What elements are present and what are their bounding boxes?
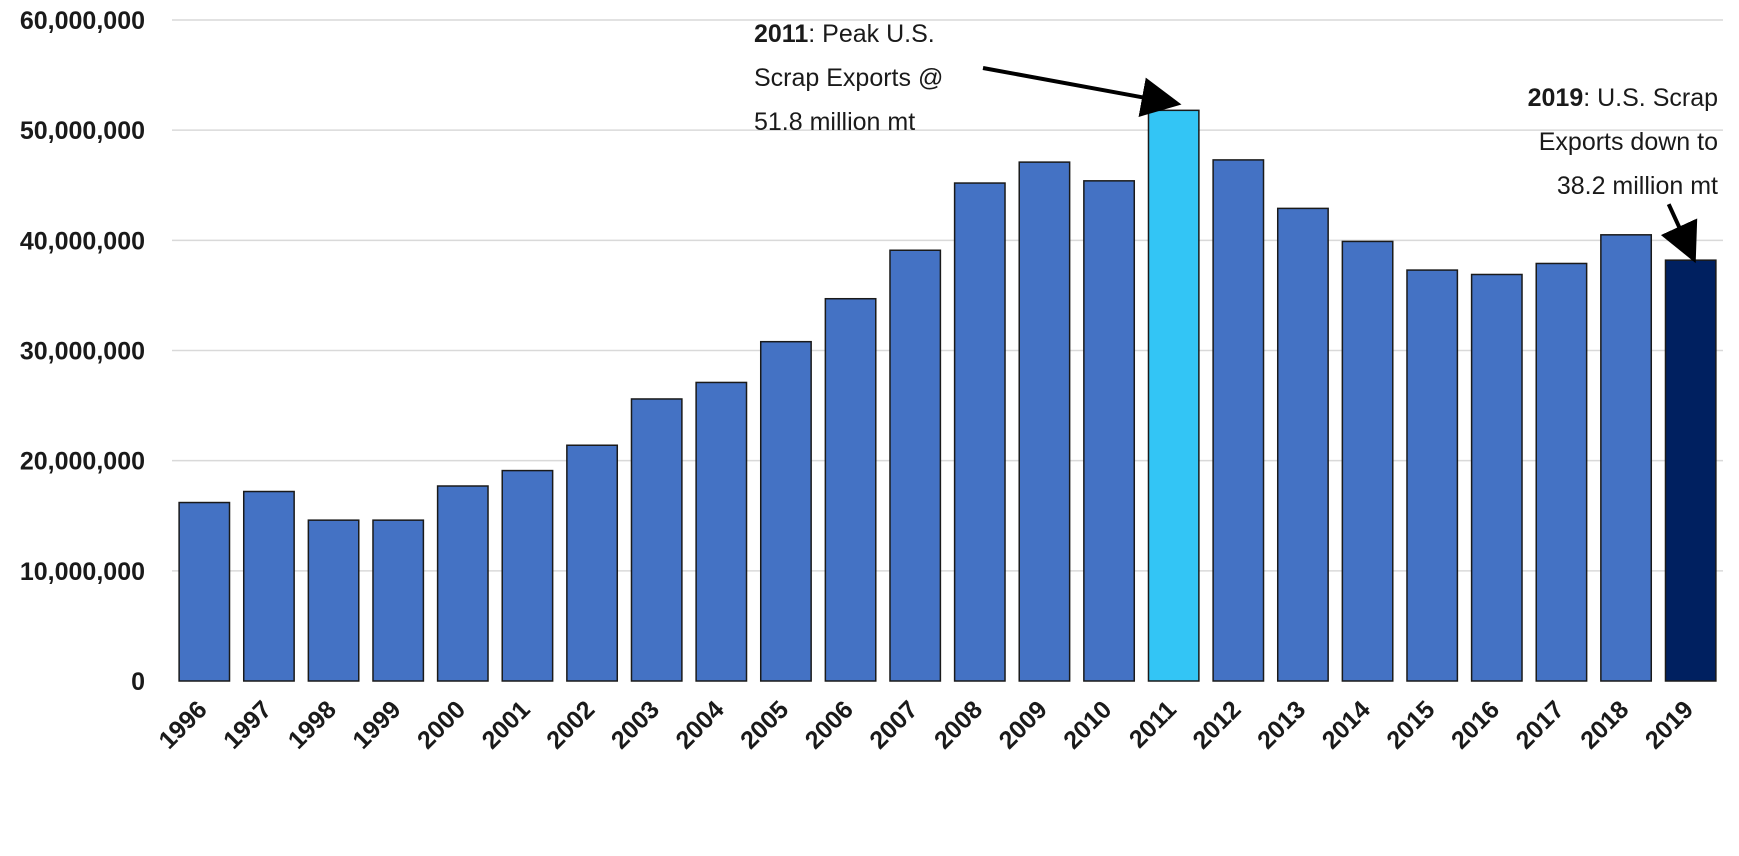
x-tick-label-2004: 2004 bbox=[670, 695, 729, 754]
bar-2006 bbox=[824, 297, 877, 682]
y-tick-label-40-000-000: 40,000,000 bbox=[20, 227, 145, 255]
bar-2004 bbox=[695, 381, 748, 682]
annotation-peak-line-3: 51.8 million mt bbox=[754, 108, 915, 136]
annotation-peak-line-2: Scrap Exports @ bbox=[754, 64, 943, 92]
bar-2000 bbox=[436, 485, 489, 682]
bar-2009 bbox=[1018, 161, 1071, 682]
y-axis: 0 10,000,000 20,000,000 30,000,000 40,000,00… bbox=[20, 7, 145, 696]
annotation-latest-line-3: 38.2 million mt bbox=[1557, 172, 1718, 200]
bar-2005 bbox=[759, 340, 812, 682]
bar-2012 bbox=[1212, 159, 1265, 682]
annotation-peak-2011: 2011: Peak U.S. Scrap Exports @ 51.8 milli… bbox=[754, 20, 943, 136]
x-tick-label-2007: 2007 bbox=[864, 695, 923, 754]
x-tick-label-1999: 1999 bbox=[347, 695, 406, 754]
x-tick-label-2012: 2012 bbox=[1187, 695, 1246, 754]
bar-2001 bbox=[501, 469, 554, 682]
x-tick-label-2010: 2010 bbox=[1058, 695, 1117, 754]
y-tick-label-20-000-000: 20,000,000 bbox=[20, 448, 145, 476]
x-tick-label-2008: 2008 bbox=[929, 695, 988, 754]
bar-2002 bbox=[566, 444, 619, 682]
x-tick-label-2006: 2006 bbox=[800, 695, 859, 754]
bars bbox=[178, 109, 1717, 682]
x-tick-label-2019: 2019 bbox=[1640, 695, 1699, 754]
bar-1997 bbox=[242, 490, 295, 682]
x-tick-label-1998: 1998 bbox=[283, 695, 342, 754]
bar-1998 bbox=[307, 519, 360, 682]
x-tick-label-2017: 2017 bbox=[1511, 695, 1570, 754]
x-tick-label-1996: 1996 bbox=[153, 695, 212, 754]
annotations: 2011: Peak U.S. Scrap Exports @ 51.8 milli… bbox=[754, 20, 1718, 264]
x-tick-label-2015: 2015 bbox=[1381, 695, 1440, 754]
bar-1999 bbox=[372, 519, 425, 682]
bar-2007 bbox=[889, 249, 942, 682]
bar-2013 bbox=[1276, 207, 1329, 682]
annotation-arrow-2019 bbox=[1660, 203, 1698, 264]
x-tick-label-2003: 2003 bbox=[606, 695, 665, 754]
x-tick-label-2016: 2016 bbox=[1446, 695, 1505, 754]
x-tick-label-2002: 2002 bbox=[541, 695, 600, 754]
bar-2015 bbox=[1406, 269, 1459, 682]
y-tick-label-10-000-000: 10,000,000 bbox=[20, 558, 145, 586]
x-tick-label-2018: 2018 bbox=[1575, 695, 1634, 754]
x-tick-label-2009: 2009 bbox=[994, 695, 1053, 754]
y-tick-label-0: 0 bbox=[131, 668, 145, 696]
bar-1996 bbox=[178, 501, 231, 682]
x-axis: 1996 1997 1998 1999 2000 2001 2002 2003 2004 2005… bbox=[153, 695, 1699, 754]
annotation-peak-line-1: 2011: Peak U.S. bbox=[754, 20, 935, 48]
bar-2008 bbox=[953, 182, 1006, 682]
x-tick-label-2013: 2013 bbox=[1252, 695, 1311, 754]
bar-2014 bbox=[1341, 240, 1394, 682]
annotation-arrow-2011 bbox=[982, 66, 1182, 117]
y-tick-label-30-000-000: 30,000,000 bbox=[20, 338, 145, 366]
y-tick-label-50-000-000: 50,000,000 bbox=[20, 117, 145, 145]
x-tick-label-2001: 2001 bbox=[477, 695, 536, 754]
bar-2003 bbox=[630, 398, 683, 682]
y-tick-label-60-000-000: 60,000,000 bbox=[20, 7, 145, 35]
bar-2019 bbox=[1664, 259, 1717, 682]
annotation-latest-line-1: 2019: U.S. Scrap bbox=[1528, 84, 1718, 112]
annotation-latest-2019: 2019: U.S. Scrap Exports down to 38.2 mill… bbox=[1528, 84, 1718, 200]
bar-2010 bbox=[1083, 180, 1136, 682]
x-tick-label-2000: 2000 bbox=[412, 695, 471, 754]
bar-2011 bbox=[1147, 109, 1200, 682]
annotation-latest-line-2: Exports down to bbox=[1539, 128, 1718, 156]
bar-2018 bbox=[1600, 234, 1653, 682]
bar-2016 bbox=[1470, 273, 1523, 682]
x-tick-label-2011: 2011 bbox=[1124, 695, 1182, 753]
x-tick-label-2014: 2014 bbox=[1317, 695, 1376, 754]
x-tick-label-1997: 1997 bbox=[218, 695, 277, 754]
gridlines bbox=[172, 19, 1723, 572]
x-tick-label-2005: 2005 bbox=[735, 695, 794, 754]
bar-2017 bbox=[1535, 262, 1588, 682]
